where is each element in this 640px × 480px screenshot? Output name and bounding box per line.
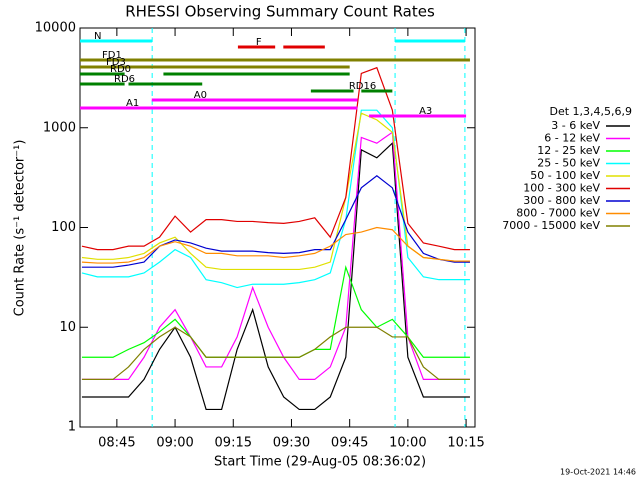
flag-label: A0: [194, 90, 207, 101]
flag-label: RD6: [114, 74, 135, 85]
legend-label: 12 - 25 keV: [537, 144, 600, 157]
legend-label: 6 - 12 keV: [544, 132, 600, 145]
legend-label: 800 - 7000 keV: [516, 207, 600, 220]
flag-label: RD0: [110, 64, 131, 75]
x-tick-label: 09:15: [215, 436, 252, 451]
legend-label: 7000 - 15000 keV: [502, 219, 600, 232]
legend-label: 100 - 300 keV: [523, 182, 600, 195]
y-axis-label: Count Rate (s⁻¹ detector⁻¹): [13, 140, 28, 317]
y-tick-label: 1: [68, 420, 76, 435]
y-tick-label: 10: [59, 320, 76, 335]
legend-label: 25 - 50 keV: [537, 157, 600, 170]
flag-label: N: [94, 31, 101, 42]
x-tick-label: 08:45: [98, 436, 135, 451]
x-tick-label: 10:15: [447, 436, 484, 451]
x-tick-label: 09:00: [156, 436, 193, 451]
flag-label: A1: [126, 98, 139, 109]
x-axis-label: Start Time (29-Aug-05 08:36:02): [214, 455, 426, 470]
footer: 19-Oct-2021 14:46: [560, 468, 636, 477]
chart-title: RHESSI Observing Summary Count Rates: [125, 3, 435, 21]
series-line: [81, 326, 470, 381]
y-tick-label: 10000: [35, 21, 76, 36]
series-line: [81, 131, 470, 381]
series-line: [81, 112, 470, 271]
series-line: [81, 226, 470, 264]
flag-label: FD1: [102, 50, 122, 61]
y-tick-label: 1000: [43, 120, 76, 135]
series-line: [81, 66, 470, 251]
series-line: [81, 141, 470, 411]
legend-label: 300 - 800 keV: [523, 194, 600, 207]
flag-label: F: [256, 37, 262, 48]
flag-label: RD16: [349, 81, 376, 92]
x-tick-label: 10:00: [389, 436, 426, 451]
legend-title: Det 1,3,4,5,6,9: [549, 105, 632, 118]
legend-label: 3 - 6 keV: [551, 119, 600, 132]
series-line: [81, 109, 470, 289]
x-tick-label: 09:45: [331, 436, 368, 451]
y-tick-label: 100: [51, 220, 76, 235]
series-line: [81, 175, 470, 268]
flag-label: FD3: [106, 57, 126, 68]
x-tick-label: 09:30: [273, 436, 310, 451]
legend-label: 50 - 100 keV: [530, 169, 600, 182]
flag-label: A3: [419, 106, 432, 117]
